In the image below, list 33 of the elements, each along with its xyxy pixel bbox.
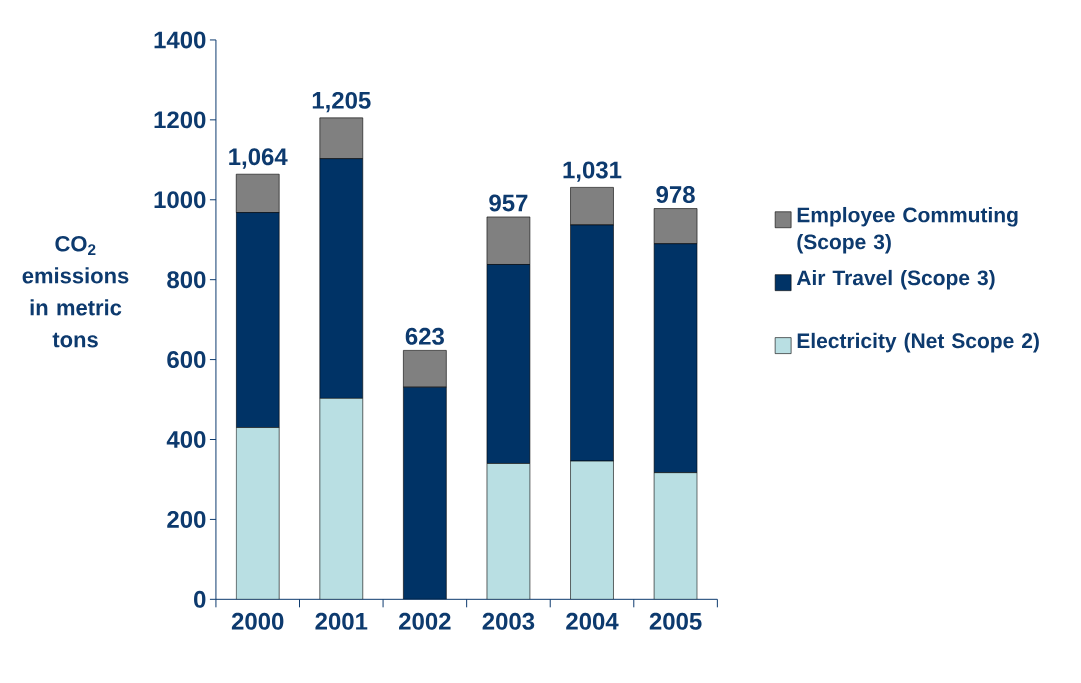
- y-tick-label: 1400: [154, 31, 206, 49]
- total-label: 623: [405, 327, 444, 345]
- bar: [570, 224, 614, 462]
- bar: [403, 349, 447, 388]
- bar: [486, 264, 531, 464]
- x-tick-label: 2005: [649, 612, 702, 630]
- x-tick-label: 2004: [566, 612, 619, 630]
- total-label: 1,031: [563, 161, 622, 182]
- legend-label: Air Travel (Scope 3): [796, 269, 995, 290]
- total-label: 978: [656, 185, 695, 203]
- bar: [653, 243, 698, 473]
- legend-label: Employee Commuting (Scope 3): [797, 206, 1018, 254]
- y-tick-label: 0: [194, 590, 206, 608]
- total-label: 957: [489, 194, 528, 212]
- y-tick-label: 800: [167, 271, 206, 289]
- y-tick-label: 1000: [154, 191, 206, 209]
- x-tick-label: 2001: [315, 612, 368, 630]
- y-tick-label: 600: [167, 351, 206, 368]
- y-axis-title: CO$_{2}$ emissions in metric tons: [22, 235, 129, 348]
- x-tick-label: 2000: [231, 612, 284, 630]
- bar: [403, 386, 447, 600]
- bar: [235, 212, 280, 428]
- y-tick-label: 1200: [154, 111, 206, 129]
- x-tick-label: 2003: [482, 612, 535, 630]
- legend-label: Electricity (Net Scope 2): [797, 332, 1039, 353]
- bar: [486, 216, 531, 265]
- total-label: 1,064: [229, 148, 288, 169]
- total-label: 1,205: [312, 91, 371, 113]
- x-tick-label: 2002: [399, 612, 451, 630]
- bar: [570, 186, 614, 226]
- y-tick-label: 400: [166, 430, 206, 448]
- y-tick-label: 200: [167, 510, 206, 528]
- bar: [319, 158, 364, 399]
